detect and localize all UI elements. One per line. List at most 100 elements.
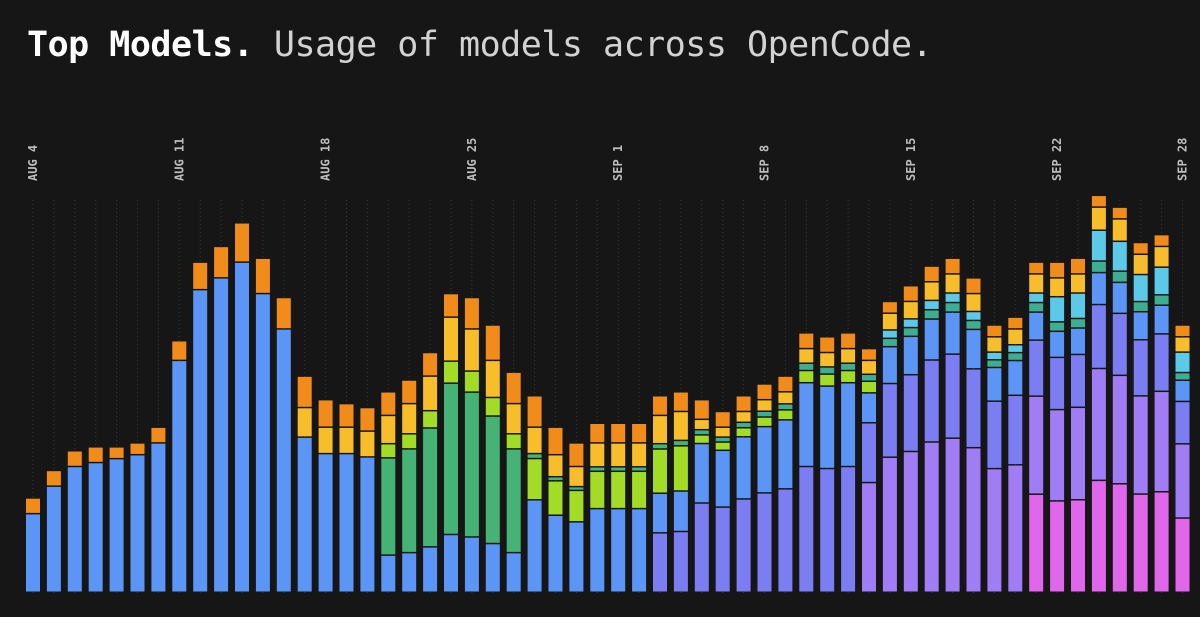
bar-segment [423,411,438,428]
bar-segment [88,463,103,592]
bar-segment [485,544,500,592]
bar-segment [506,553,521,592]
bar-segment [1154,305,1169,334]
bar-segment [214,247,229,278]
bar-segment [339,404,354,427]
bar-segment [1029,340,1044,396]
bar-segment [694,435,709,443]
bar-segment [1008,329,1023,344]
bar-segment [799,333,814,348]
bar-segment [360,431,375,457]
bar-segment [1133,494,1148,592]
bar-segment [1008,317,1023,329]
bar-segment [862,349,876,360]
bar-segment [882,302,897,313]
bar-segment [862,381,876,393]
bar-31 [673,392,688,592]
bar-segment [1091,207,1106,230]
bar-segment [1112,242,1127,271]
bar-segment [1175,380,1190,401]
bar-segment [381,392,396,415]
bar-segment [903,375,918,451]
bar-segment [841,363,856,370]
bar-44 [945,258,960,592]
bar-segment [778,392,793,404]
bar-segment [757,417,772,426]
bar-0 [26,498,40,592]
bar-segment [757,427,772,493]
bar-segment [862,375,876,381]
bar-segment [799,349,814,363]
bar-segment [820,337,835,352]
bar-segment [903,302,918,319]
bar-10 [235,223,249,592]
bar-segment [694,430,709,435]
bar-segment [694,400,709,419]
bar-segment [1091,273,1106,304]
bar-segment [109,447,124,458]
bar-segment [736,437,751,499]
bar-segment [1029,396,1044,494]
x-tick-label: SEP 15 [904,138,918,181]
bar-segment [402,404,417,434]
bar-segment [987,337,1002,352]
bar-segment [1154,235,1169,246]
bar-segment [1050,332,1065,357]
bar-segment [611,472,626,508]
bar-segment [444,294,458,317]
bar-3 [88,447,103,592]
bar-segment [444,361,458,383]
bar-segment [1154,295,1169,305]
bar-segment [130,455,145,592]
bar-segment [1112,376,1127,484]
bar-segment [88,447,103,462]
bar-segment [485,325,500,360]
bar-segment [590,472,605,508]
bar-segment [632,509,647,592]
bar-segment [924,360,939,442]
bar-28 [611,424,626,592]
bar-segment [381,416,396,443]
bar-segment [757,411,772,417]
bar-segment [799,363,814,370]
bar-38 [820,337,835,592]
bar-32 [694,400,709,592]
bar-19 [423,353,438,592]
bar-6 [151,427,166,592]
bar-segment [423,353,438,376]
bar-segment [945,293,960,302]
bar-segment [924,301,939,309]
bar-segment [130,443,145,454]
bar-segment [1008,353,1023,360]
bar-53 [1133,243,1148,592]
bar-segment [1133,302,1148,311]
bar-segment [1112,271,1127,282]
bar-segment [1029,303,1044,312]
bar-segment [318,427,333,453]
bar-segment [1071,274,1085,293]
bar-segment [193,262,208,289]
bar-segment [820,386,835,468]
bar-segment [1154,247,1169,267]
bar-segment [1071,500,1085,592]
bar-segment [548,477,563,481]
bar-segment [1112,283,1127,313]
bar-segment [1112,484,1127,592]
bar-segment [235,223,249,262]
bar-segment [1050,262,1065,278]
bar-segment [799,383,814,466]
bar-segment [297,408,312,437]
bar-segment [966,294,981,311]
bar-45 [966,278,981,592]
bar-segment [1071,319,1085,328]
bar-7 [172,341,187,592]
bar-segment [548,455,563,476]
bar-segment [1175,444,1190,518]
bar-52 [1112,207,1127,592]
bar-segment [527,500,542,592]
bar-segment [694,420,709,429]
bar-segment [924,442,939,592]
bar-51 [1091,196,1106,592]
bar-segment [778,404,793,410]
bar-segment [26,514,40,592]
